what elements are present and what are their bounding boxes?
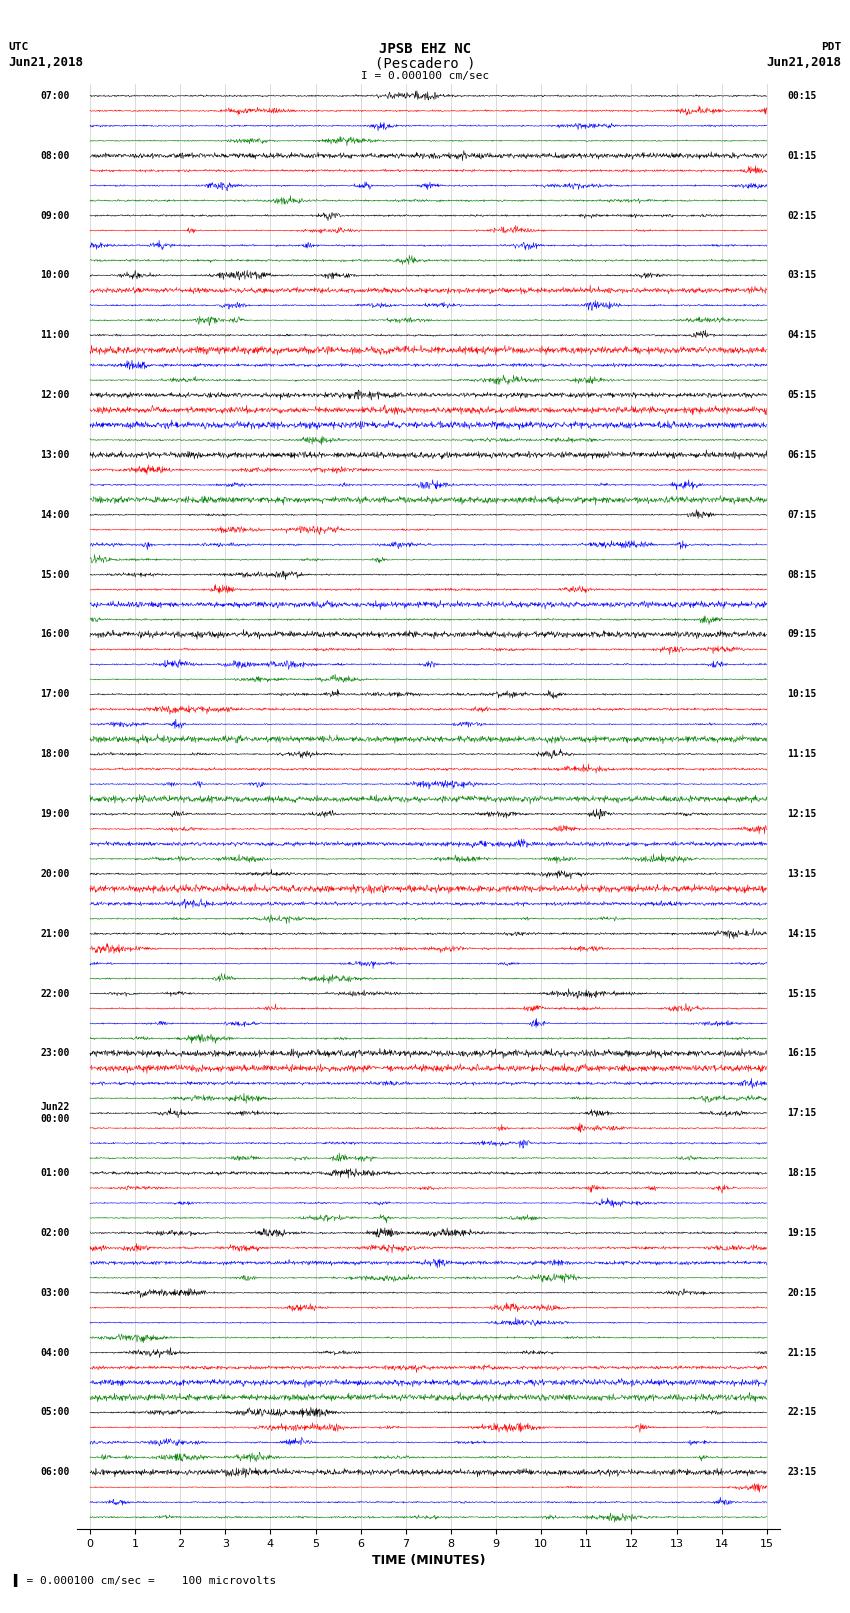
Text: 01:00: 01:00 [40,1168,70,1177]
Text: 18:15: 18:15 [787,1168,817,1177]
Text: 05:15: 05:15 [787,390,817,400]
Text: PDT: PDT [821,42,842,52]
Text: Jun21,2018: Jun21,2018 [8,56,83,69]
Text: 09:00: 09:00 [40,211,70,221]
Text: 14:00: 14:00 [40,510,70,519]
Text: 11:15: 11:15 [787,748,817,760]
Text: 02:15: 02:15 [787,211,817,221]
Text: 13:15: 13:15 [787,869,817,879]
Text: 11:00: 11:00 [40,331,70,340]
Text: ▌ = 0.000100 cm/sec =    100 microvolts: ▌ = 0.000100 cm/sec = 100 microvolts [13,1574,276,1587]
Text: 14:15: 14:15 [787,929,817,939]
Text: 20:00: 20:00 [40,869,70,879]
Text: 08:15: 08:15 [787,569,817,579]
Text: 15:15: 15:15 [787,989,817,998]
Text: 17:15: 17:15 [787,1108,817,1118]
Text: 10:15: 10:15 [787,689,817,700]
Text: 16:15: 16:15 [787,1048,817,1058]
Text: Jun21,2018: Jun21,2018 [767,56,842,69]
Text: 05:00: 05:00 [40,1408,70,1418]
Text: 02:00: 02:00 [40,1227,70,1237]
Text: 00:15: 00:15 [787,90,817,102]
Text: 23:00: 23:00 [40,1048,70,1058]
Text: 15:00: 15:00 [40,569,70,579]
Text: 20:15: 20:15 [787,1287,817,1298]
Text: UTC: UTC [8,42,29,52]
Text: 06:00: 06:00 [40,1468,70,1478]
Text: 22:15: 22:15 [787,1408,817,1418]
Text: 12:15: 12:15 [787,810,817,819]
Text: 03:15: 03:15 [787,271,817,281]
Text: 13:00: 13:00 [40,450,70,460]
Text: JPSB EHZ NC: JPSB EHZ NC [379,42,471,56]
Text: 06:15: 06:15 [787,450,817,460]
Text: 23:15: 23:15 [787,1468,817,1478]
Text: 09:15: 09:15 [787,629,817,639]
Text: I = 0.000100 cm/sec: I = 0.000100 cm/sec [361,71,489,81]
Text: Jun22
00:00: Jun22 00:00 [40,1102,70,1124]
Text: 10:00: 10:00 [40,271,70,281]
Text: 18:00: 18:00 [40,748,70,760]
Text: (Pescadero ): (Pescadero ) [375,56,475,71]
Text: 12:00: 12:00 [40,390,70,400]
Text: 16:00: 16:00 [40,629,70,639]
Text: 04:15: 04:15 [787,331,817,340]
X-axis label: TIME (MINUTES): TIME (MINUTES) [371,1555,485,1568]
Text: 08:00: 08:00 [40,150,70,161]
Text: 21:15: 21:15 [787,1347,817,1358]
Text: 03:00: 03:00 [40,1287,70,1298]
Text: 22:00: 22:00 [40,989,70,998]
Text: 19:00: 19:00 [40,810,70,819]
Text: 04:00: 04:00 [40,1347,70,1358]
Text: 21:00: 21:00 [40,929,70,939]
Text: 19:15: 19:15 [787,1227,817,1237]
Text: 17:00: 17:00 [40,689,70,700]
Text: 01:15: 01:15 [787,150,817,161]
Text: 07:00: 07:00 [40,90,70,102]
Text: 07:15: 07:15 [787,510,817,519]
